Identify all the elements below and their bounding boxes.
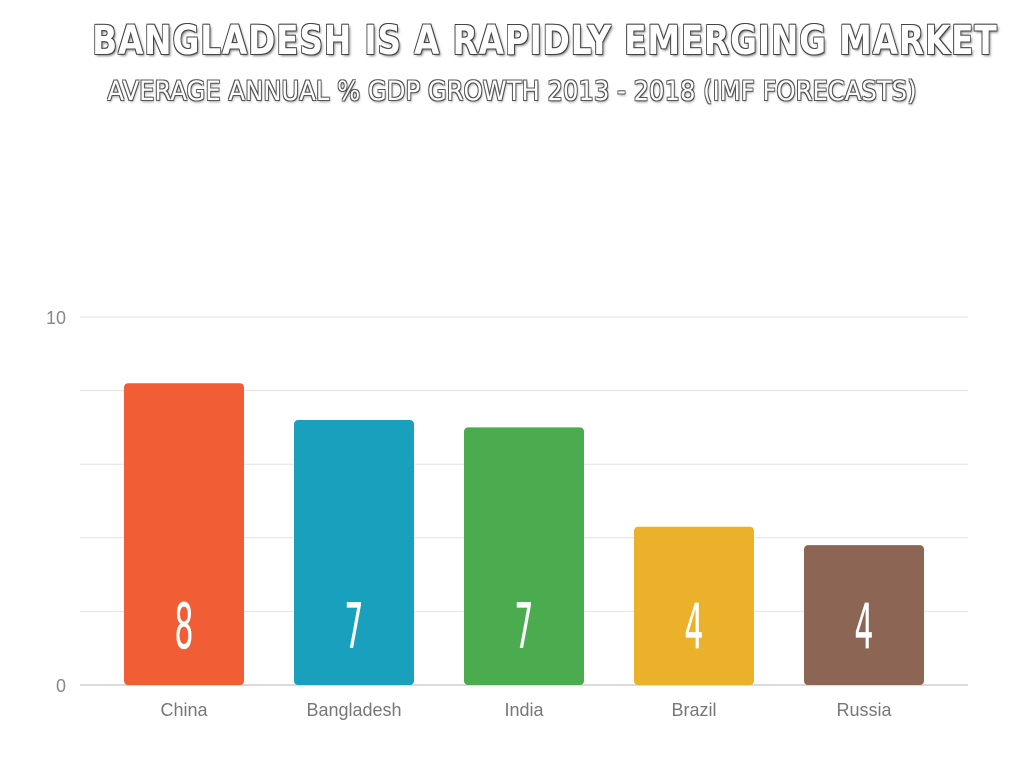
bar [804, 545, 924, 685]
bar [634, 526, 754, 685]
x-tick-label: Bangladesh [306, 700, 401, 720]
x-tick-label: Russia [836, 700, 892, 720]
y-tick-label: 10 [46, 308, 66, 328]
chart-title: BANGLADESH IS A RAPIDLY EMERGING MARKET [92, 18, 998, 64]
bar [294, 420, 414, 685]
bar-value-label: 4 [855, 592, 874, 663]
bar [124, 383, 244, 685]
bar-value-label: 7 [345, 592, 364, 663]
x-tick-label: India [504, 700, 544, 720]
bar-value-label: 7 [515, 592, 534, 663]
x-tick-label: China [160, 700, 208, 720]
y-tick-label: 0 [56, 676, 66, 696]
bar-value-label: 4 [685, 592, 704, 663]
bar-value-label: 8 [175, 592, 194, 663]
x-tick-label: Brazil [671, 700, 716, 720]
bar [464, 427, 584, 685]
chart-subtitle: AVERAGE ANNUAL % GDP GROWTH 2013 - 2018 … [107, 76, 917, 107]
